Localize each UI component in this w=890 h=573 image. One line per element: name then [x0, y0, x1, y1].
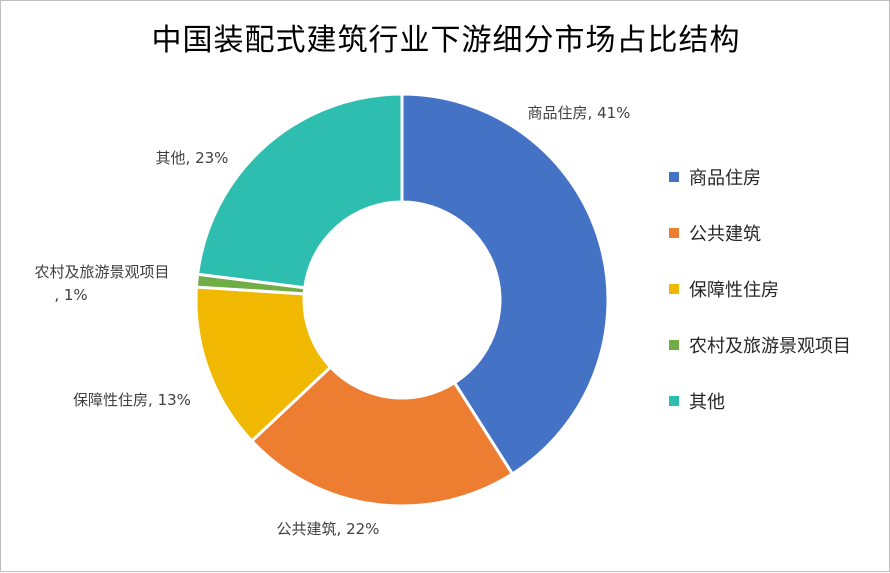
legend-swatch — [669, 340, 679, 350]
data-label-3: 保障性住房, 13% — [73, 391, 191, 409]
doughnut-slice-3 — [194, 285, 333, 444]
doughnut-slice-2 — [249, 364, 515, 508]
data-label-5: 其他, 23% — [156, 149, 229, 167]
legend-label: 其他 — [689, 392, 725, 413]
legend-swatch — [669, 396, 679, 406]
chart-title: 中国装配式建筑行业下游细分市场占比结构 — [151, 23, 741, 58]
legend-label: 农村及旅游景观项目 — [689, 336, 851, 357]
legend-label: 公共建筑 — [689, 224, 761, 245]
legend-label: 保障性住房 — [689, 280, 779, 301]
legend-swatch — [669, 172, 679, 182]
data-label-2: 公共建筑, 22% — [277, 520, 380, 538]
data-label-4: 农村及旅游景观项目, 1% — [34, 263, 169, 304]
legend-swatch — [669, 284, 679, 294]
legend-swatch — [669, 228, 679, 238]
doughnut-slice-1 — [400, 92, 610, 477]
doughnut-slice-5 — [195, 92, 404, 290]
legend-label: 商品住房 — [689, 168, 761, 189]
data-label-1: 商品住房, 41% — [528, 104, 631, 122]
